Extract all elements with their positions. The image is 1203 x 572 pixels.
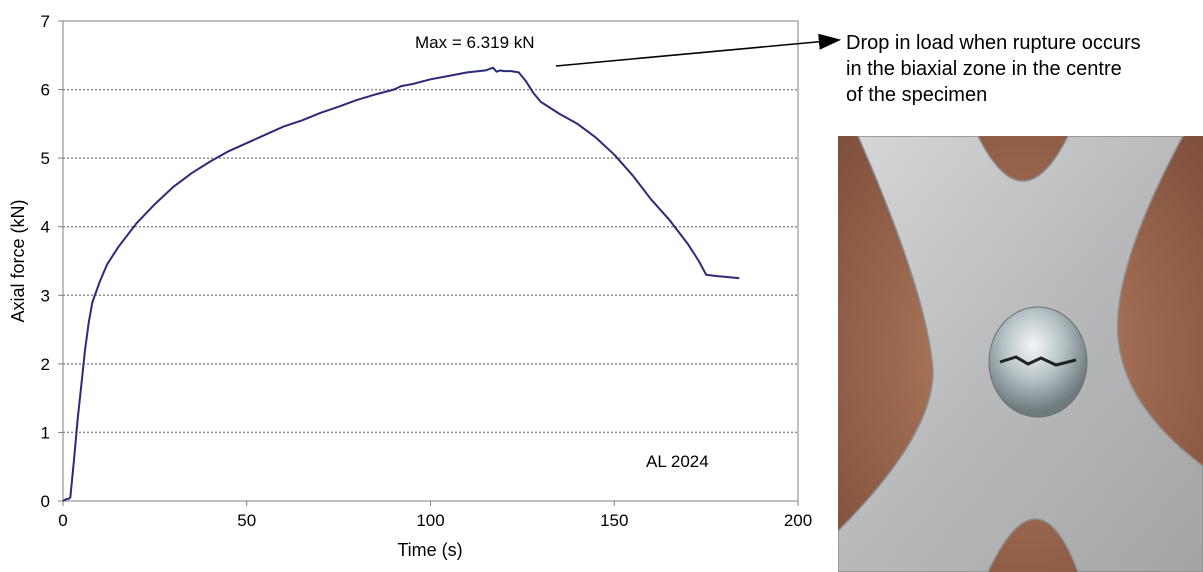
rupture-annotation-line-1: Drop in load when rupture occurs — [846, 32, 1141, 54]
x-tick-label: 50 — [237, 511, 256, 530]
y-tick-label: 7 — [41, 12, 50, 31]
y-tick-labels: 0 1 2 3 4 5 6 7 — [41, 12, 63, 511]
x-tick-label: 0 — [58, 511, 67, 530]
rupture-annotation: Drop in load when rupture occurs in the … — [846, 30, 1196, 108]
x-axis-label: Time (s) — [397, 540, 462, 560]
y-tick-label: 1 — [41, 423, 50, 442]
rupture-crack — [999, 355, 1077, 367]
y-axis-label: Axial force (kN) — [8, 199, 28, 322]
x-tick-labels: 0 50 100 150 200 — [58, 501, 812, 530]
y-tick-label: 4 — [41, 218, 50, 237]
plot-area-border — [62, 20, 799, 502]
x-tick-label: 150 — [600, 511, 628, 530]
rupture-annotation-line-3: of the specimen — [846, 84, 988, 106]
specimen-photo — [838, 136, 1203, 572]
material-label: AL 2024 — [646, 452, 709, 471]
x-tick-label: 100 — [416, 511, 444, 530]
y-tick-label: 2 — [41, 355, 50, 374]
chart: 0 1 2 3 4 5 6 7 0 50 100 150 200 Max = 6.319 kN AL … — [8, 12, 812, 560]
x-tick-label: 200 — [784, 511, 812, 530]
max-annotation: Max = 6.319 kN — [415, 33, 535, 52]
y-tick-label: 6 — [41, 81, 50, 100]
series-line-axial-force — [62, 66, 740, 502]
specimen-dome — [988, 306, 1088, 418]
y-tick-label: 0 — [41, 492, 50, 511]
specimen-image — [838, 136, 1203, 572]
y-tick-label: 5 — [41, 149, 50, 168]
rupture-annotation-line-2: in the biaxial zone in the centre — [846, 58, 1122, 80]
y-tick-label: 3 — [41, 286, 50, 305]
gridlines — [63, 88, 798, 434]
